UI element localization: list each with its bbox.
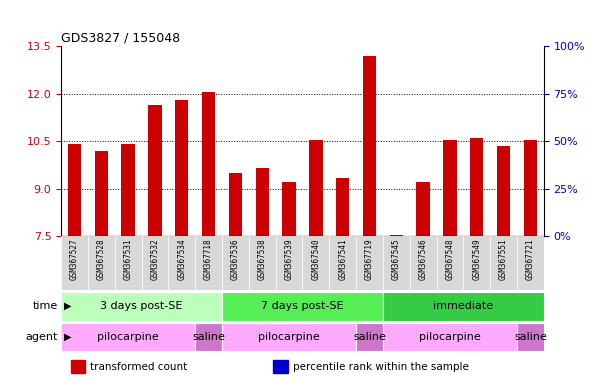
- Text: GSM367528: GSM367528: [97, 239, 106, 280]
- Bar: [142, 236, 169, 290]
- Bar: [202, 92, 215, 236]
- Bar: [68, 144, 81, 236]
- Bar: [115, 236, 142, 290]
- Text: GSM367546: GSM367546: [419, 239, 428, 280]
- Text: pilocarpine: pilocarpine: [258, 332, 320, 342]
- Text: GSM367538: GSM367538: [258, 239, 267, 280]
- Bar: [490, 236, 517, 290]
- Bar: [195, 236, 222, 290]
- Bar: [383, 292, 544, 321]
- Bar: [282, 182, 296, 236]
- Bar: [470, 138, 483, 236]
- Text: GSM367531: GSM367531: [123, 239, 133, 280]
- Text: GSM367549: GSM367549: [472, 239, 481, 280]
- Bar: [309, 139, 323, 236]
- Bar: [276, 236, 302, 290]
- Bar: [61, 323, 195, 351]
- Bar: [497, 146, 510, 236]
- Text: GSM367718: GSM367718: [204, 239, 213, 280]
- Bar: [95, 151, 108, 236]
- Bar: [302, 236, 329, 290]
- Bar: [390, 235, 403, 236]
- Text: immediate: immediate: [433, 301, 494, 311]
- Bar: [463, 236, 490, 290]
- Text: agent: agent: [26, 332, 58, 342]
- Text: GSM367536: GSM367536: [231, 239, 240, 280]
- Bar: [61, 236, 88, 290]
- Text: transformed count: transformed count: [90, 362, 188, 372]
- Text: GSM367548: GSM367548: [445, 239, 455, 280]
- Bar: [336, 177, 349, 236]
- Bar: [274, 360, 288, 373]
- Bar: [410, 236, 436, 290]
- Bar: [517, 323, 544, 351]
- Bar: [175, 100, 188, 236]
- Text: GSM367534: GSM367534: [177, 239, 186, 280]
- Bar: [356, 236, 383, 290]
- Bar: [222, 323, 356, 351]
- Text: time: time: [33, 301, 58, 311]
- Text: GDS3827 / 155048: GDS3827 / 155048: [61, 32, 180, 45]
- Bar: [383, 323, 517, 351]
- Bar: [383, 236, 410, 290]
- Bar: [229, 173, 242, 236]
- Bar: [148, 105, 162, 236]
- Bar: [417, 182, 430, 236]
- Text: saline: saline: [353, 332, 386, 342]
- Text: GSM367719: GSM367719: [365, 239, 374, 280]
- Bar: [255, 168, 269, 236]
- Bar: [71, 360, 86, 373]
- Text: GSM367539: GSM367539: [285, 239, 293, 280]
- Text: GSM367532: GSM367532: [150, 239, 159, 280]
- Text: 3 days post-SE: 3 days post-SE: [100, 301, 183, 311]
- Bar: [363, 56, 376, 236]
- Text: GSM367551: GSM367551: [499, 239, 508, 280]
- Bar: [517, 236, 544, 290]
- Bar: [356, 323, 383, 351]
- Text: percentile rank within the sample: percentile rank within the sample: [293, 362, 469, 372]
- Text: GSM367545: GSM367545: [392, 239, 401, 280]
- Text: saline: saline: [192, 332, 225, 342]
- Bar: [329, 236, 356, 290]
- Bar: [88, 236, 115, 290]
- Bar: [169, 236, 195, 290]
- Bar: [61, 292, 222, 321]
- Bar: [222, 292, 383, 321]
- Text: ▶: ▶: [64, 301, 71, 311]
- Bar: [249, 236, 276, 290]
- Text: 7 days post-SE: 7 days post-SE: [261, 301, 344, 311]
- Bar: [222, 236, 249, 290]
- Text: ▶: ▶: [64, 332, 71, 342]
- Text: GSM367721: GSM367721: [526, 239, 535, 280]
- Bar: [122, 144, 135, 236]
- Text: saline: saline: [514, 332, 547, 342]
- Text: GSM367541: GSM367541: [338, 239, 347, 280]
- Text: pilocarpine: pilocarpine: [97, 332, 159, 342]
- Bar: [195, 323, 222, 351]
- Text: GSM367540: GSM367540: [312, 239, 320, 280]
- Text: pilocarpine: pilocarpine: [419, 332, 481, 342]
- Bar: [443, 139, 456, 236]
- Bar: [524, 139, 537, 236]
- Text: GSM367527: GSM367527: [70, 239, 79, 280]
- Bar: [436, 236, 463, 290]
